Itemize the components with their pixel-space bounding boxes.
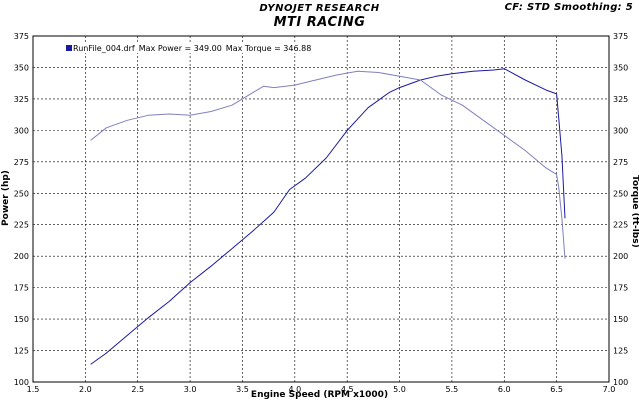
- y-tick-label: 375: [14, 32, 29, 41]
- y2-tick-label: 300: [613, 126, 628, 135]
- x-tick-label: 5.0: [393, 385, 406, 394]
- y2-tick-label: 250: [613, 189, 628, 198]
- y-tick-label: 325: [14, 95, 29, 104]
- y2-tick-label: 150: [613, 315, 628, 324]
- x-tick-label: 5.5: [446, 385, 459, 394]
- x-axis-label: Engine Speed (RPM x1000): [250, 390, 389, 400]
- plot-frame: [32, 35, 610, 383]
- y-tick-label: 350: [14, 63, 29, 72]
- y-tick-label: 225: [14, 221, 29, 230]
- y-tick-label: 250: [14, 189, 29, 198]
- x-tick-label: 4.0: [288, 385, 301, 394]
- chart-subtitle: MTI RACING: [273, 15, 366, 30]
- y-tick-label: 175: [14, 284, 29, 293]
- y2-tick-label: 175: [613, 284, 628, 293]
- x-tick-label: 7.0: [603, 385, 616, 394]
- y-tick-label: 150: [14, 315, 29, 324]
- y2-tick-label: 275: [613, 158, 628, 167]
- legend-run-name: RunFile_004.drf: [73, 44, 135, 53]
- y2-tick-label: 100: [613, 378, 628, 387]
- x-tick-label: 6.5: [550, 385, 563, 394]
- legend-max-torque: Max Torque = 346.88: [225, 44, 312, 53]
- y2-axis-label: Torque (ft-lbs): [630, 175, 639, 248]
- y2-tick-label: 350: [613, 63, 628, 72]
- x-tick-label: 2.0: [79, 385, 92, 394]
- y-tick-label: 100: [14, 378, 29, 387]
- torque-series-line: [90, 70, 566, 259]
- y2-tick-label: 375: [613, 32, 628, 41]
- y-tick-label: 275: [14, 158, 29, 167]
- legend-swatch: [66, 45, 72, 51]
- y2-tick-label: 125: [613, 347, 628, 356]
- legend: RunFile_004.drf Max Power = 349.00 Max Tor…: [66, 44, 316, 53]
- y2-tick-label: 325: [613, 95, 628, 104]
- y-tick-label: 125: [14, 347, 29, 356]
- y2-tick-label: 200: [613, 252, 628, 261]
- power-series-line: [90, 68, 566, 365]
- y-axis-label: Power (hp): [1, 170, 11, 226]
- x-tick-label: 3.5: [236, 385, 249, 394]
- y-tick-label: 300: [14, 126, 29, 135]
- x-tick-label: 3.0: [184, 385, 197, 394]
- x-tick-label: 1.5: [27, 385, 40, 394]
- chart-title: DYNOJET RESEARCH: [259, 3, 380, 14]
- x-tick-label: 2.5: [131, 385, 144, 394]
- x-tick-label: 4.5: [341, 385, 354, 394]
- x-tick-label: 6.0: [498, 385, 511, 394]
- correction-settings: CF: STD Smoothing: 5: [504, 2, 633, 13]
- y2-tick-label: 225: [613, 221, 628, 230]
- legend-max-power: Max Power = 349.00: [138, 44, 222, 53]
- y-tick-label: 200: [14, 252, 29, 261]
